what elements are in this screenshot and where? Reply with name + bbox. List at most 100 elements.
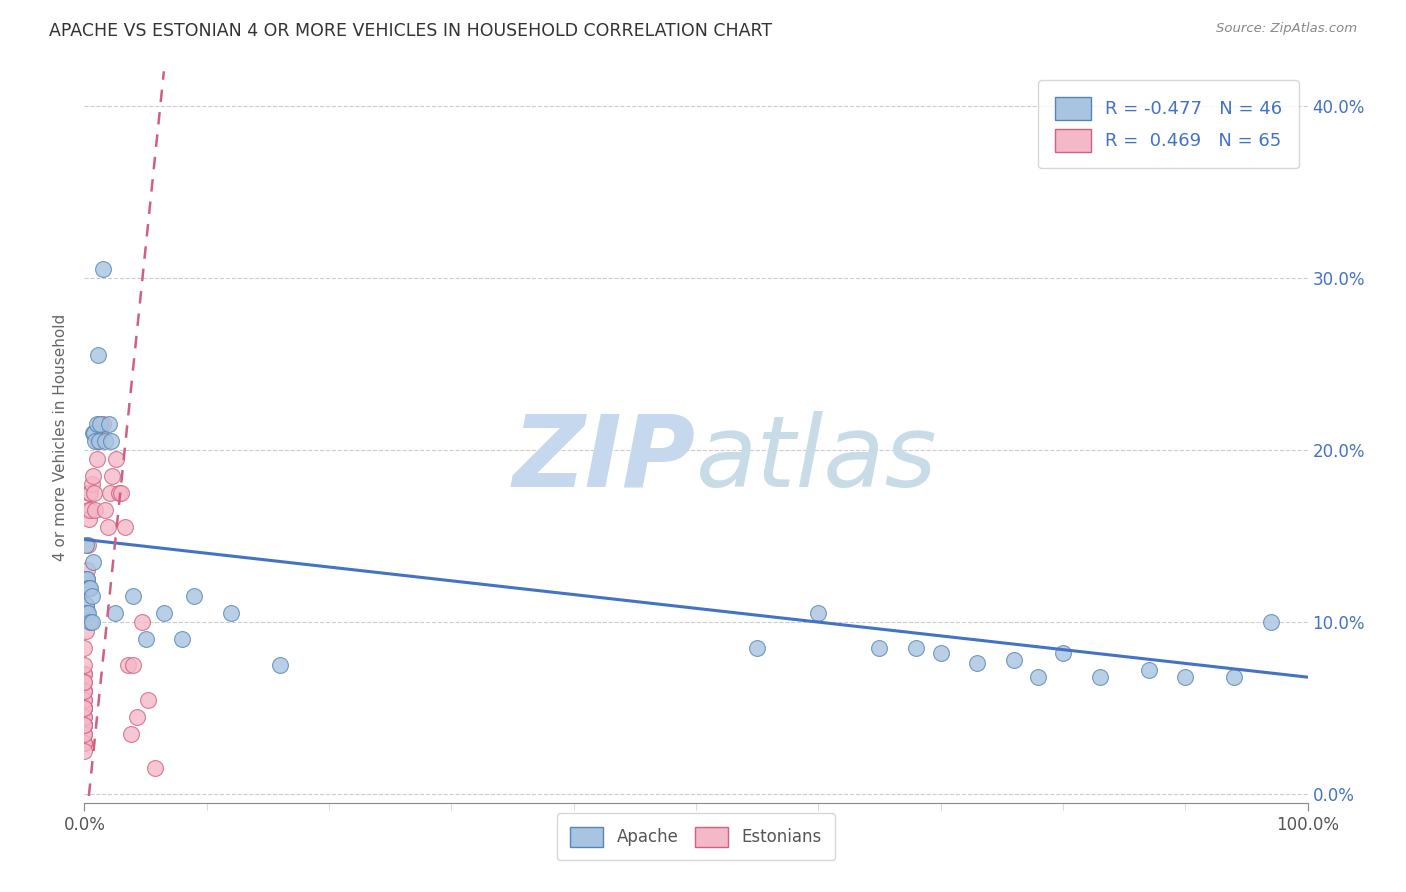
- Point: [79, 581, 101, 595]
- Point: [183, 589, 205, 603]
- Point: [77, 538, 100, 552]
- Point: [1028, 670, 1050, 684]
- Point: [105, 451, 128, 466]
- Legend: Apache, Estonians: Apache, Estonians: [557, 814, 835, 860]
- Point: [73, 735, 96, 749]
- Point: [75, 598, 97, 612]
- Point: [73, 718, 96, 732]
- Point: [104, 607, 127, 621]
- Point: [905, 640, 928, 655]
- Point: [136, 692, 159, 706]
- Point: [76, 607, 98, 621]
- Point: [84, 434, 107, 449]
- Point: [73, 718, 96, 732]
- Point: [75, 624, 97, 638]
- Point: [73, 701, 96, 715]
- Point: [1260, 615, 1282, 629]
- Point: [1174, 670, 1197, 684]
- Point: [77, 581, 100, 595]
- Point: [75, 572, 97, 586]
- Point: [73, 727, 96, 741]
- Point: [929, 646, 952, 660]
- Point: [1223, 670, 1246, 684]
- Point: [73, 718, 96, 732]
- Point: [98, 486, 121, 500]
- Point: [73, 684, 96, 698]
- Point: [86, 451, 108, 466]
- Point: [73, 684, 96, 698]
- Point: [80, 615, 103, 629]
- Point: [807, 607, 830, 621]
- Y-axis label: 4 or more Vehicles in Household: 4 or more Vehicles in Household: [53, 313, 69, 561]
- Point: [73, 701, 96, 715]
- Point: [73, 701, 96, 715]
- Point: [73, 692, 96, 706]
- Point: [73, 684, 96, 698]
- Point: [73, 735, 96, 749]
- Point: [135, 632, 157, 647]
- Point: [75, 607, 97, 621]
- Text: ZIP: ZIP: [513, 410, 696, 508]
- Point: [131, 615, 153, 629]
- Point: [75, 607, 97, 621]
- Point: [120, 727, 142, 741]
- Point: [84, 503, 107, 517]
- Point: [219, 607, 242, 621]
- Point: [76, 572, 98, 586]
- Point: [77, 503, 100, 517]
- Point: [100, 434, 122, 449]
- Point: [143, 761, 166, 775]
- Point: [73, 718, 96, 732]
- Point: [73, 710, 96, 724]
- Point: [77, 512, 100, 526]
- Point: [73, 710, 96, 724]
- Point: [91, 262, 114, 277]
- Point: [153, 607, 176, 621]
- Point: [87, 434, 110, 449]
- Point: [97, 417, 120, 432]
- Point: [172, 632, 194, 647]
- Point: [73, 735, 96, 749]
- Point: [75, 538, 97, 552]
- Point: [77, 581, 100, 595]
- Point: [82, 555, 104, 569]
- Point: [107, 486, 129, 500]
- Point: [73, 640, 96, 655]
- Point: [73, 692, 96, 706]
- Point: [73, 744, 96, 758]
- Point: [966, 657, 988, 671]
- Point: [747, 640, 769, 655]
- Point: [122, 589, 145, 603]
- Point: [125, 710, 148, 724]
- Point: [79, 615, 101, 629]
- Point: [1137, 663, 1160, 677]
- Point: [82, 425, 104, 440]
- Point: [83, 425, 105, 440]
- Point: [86, 417, 108, 432]
- Point: [77, 486, 100, 500]
- Point: [269, 658, 291, 673]
- Point: [73, 718, 96, 732]
- Text: atlas: atlas: [696, 410, 938, 508]
- Text: APACHE VS ESTONIAN 4 OR MORE VEHICLES IN HOUSEHOLD CORRELATION CHART: APACHE VS ESTONIAN 4 OR MORE VEHICLES IN…: [49, 22, 772, 40]
- Point: [73, 658, 96, 673]
- Point: [73, 727, 96, 741]
- Point: [87, 348, 110, 362]
- Text: Source: ZipAtlas.com: Source: ZipAtlas.com: [1216, 22, 1357, 36]
- Point: [87, 434, 110, 449]
- Point: [1052, 646, 1074, 660]
- Point: [110, 486, 132, 500]
- Point: [91, 417, 114, 432]
- Point: [77, 607, 100, 621]
- Point: [89, 425, 111, 440]
- Point: [73, 701, 96, 715]
- Point: [75, 598, 97, 612]
- Point: [1002, 653, 1025, 667]
- Point: [80, 477, 103, 491]
- Point: [94, 503, 117, 517]
- Point: [1088, 670, 1111, 684]
- Point: [79, 503, 101, 517]
- Point: [82, 468, 104, 483]
- Point: [122, 658, 145, 673]
- Point: [97, 520, 120, 534]
